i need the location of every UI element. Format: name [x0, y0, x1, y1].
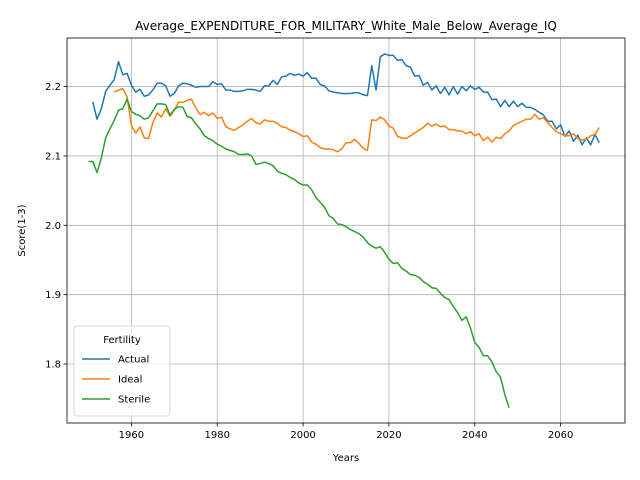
legend: Fertility Actual Ideal Sterile — [73, 325, 171, 417]
series-line-actual — [92, 53, 600, 146]
x-tick-label: 2060 — [548, 430, 573, 441]
legend-entry-ideal: Ideal — [118, 375, 142, 386]
x-axis-label: Years — [332, 453, 359, 464]
y-tick-label: 2.2 — [45, 82, 61, 93]
legend-title: Fertility — [103, 335, 141, 346]
x-tick-label: 2000 — [290, 430, 315, 441]
y-tick-label: 2.0 — [45, 221, 61, 232]
chart-title: Average_EXPENDITURE_FOR_MILITARY_White_M… — [135, 19, 557, 33]
y-tick-label: 2.1 — [45, 151, 61, 162]
series-line-sterile — [88, 98, 510, 408]
grid — [67, 38, 625, 423]
legend-box — [73, 325, 171, 417]
x-tick-label: 2040 — [462, 430, 487, 441]
plot-frame — [66, 37, 626, 424]
ticks: 1960 1980 2000 2020 2040 2060 1.8 1.9 2.0 2.1 2.2 — [45, 82, 573, 441]
series-layer — [88, 53, 600, 408]
legend-entry-actual: Actual — [118, 355, 149, 366]
y-tick-label: 1.8 — [45, 360, 61, 371]
y-tick-label: 1.9 — [45, 290, 61, 301]
series-line-ideal — [113, 87, 600, 153]
x-tick-label: 1980 — [205, 430, 230, 441]
x-tick-label: 2020 — [376, 430, 401, 441]
x-tick-label: 1960 — [119, 430, 144, 441]
legend-entry-sterile: Sterile — [118, 395, 150, 406]
y-axis-label: Score(1-3) — [17, 204, 28, 256]
